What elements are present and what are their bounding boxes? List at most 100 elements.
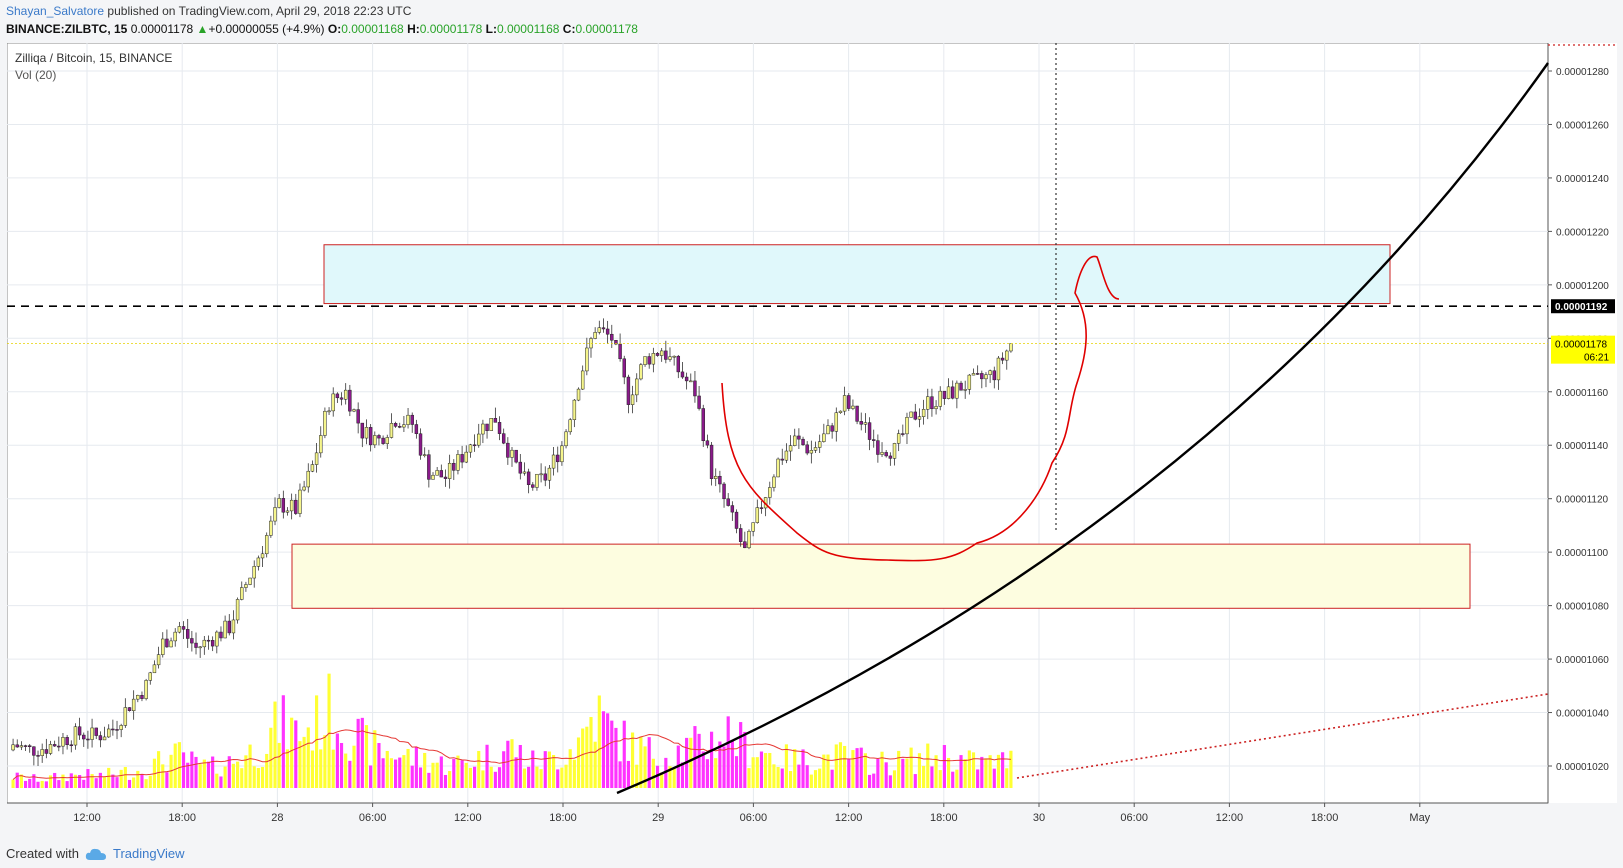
candle-body — [738, 528, 743, 542]
volume-bar — [431, 762, 435, 788]
candle-body — [901, 433, 905, 435]
candle-body — [77, 726, 82, 736]
candle-body — [759, 507, 764, 509]
tradingview-cloud-icon — [85, 848, 106, 860]
volume-bar — [136, 770, 140, 788]
candle-body — [776, 458, 780, 478]
volume-bar — [331, 749, 335, 788]
candle-body — [36, 755, 40, 757]
candle-body — [639, 364, 643, 380]
candle-body — [464, 451, 468, 463]
volume-bar — [514, 757, 518, 788]
low-value: 0.00001168 — [496, 22, 560, 36]
volume-bar — [36, 781, 40, 788]
candle-body — [306, 470, 310, 488]
price-tick-label: 0.00001100 — [1556, 548, 1609, 559]
volume-bar — [265, 753, 269, 788]
price-chart[interactable]: 0.00001280 0.00001260 0.00001240 0.00001220… — [7, 43, 1617, 833]
candle-body — [564, 431, 568, 447]
candle-body — [285, 510, 290, 513]
candle-body — [601, 327, 606, 330]
candle-body — [277, 498, 281, 508]
price-tick-label: 0.00001020 — [1556, 762, 1609, 773]
volume-bar — [231, 763, 236, 788]
chart-panel[interactable]: 0.00001280 0.00001260 0.00001240 0.00001220… — [7, 43, 1617, 833]
volume-bar — [377, 743, 381, 788]
volume-bar — [635, 764, 639, 788]
candle-body — [327, 410, 331, 413]
candle-body — [813, 447, 818, 451]
volume-bar — [206, 761, 211, 788]
volume-bar — [572, 759, 576, 788]
volume-bar — [626, 760, 630, 788]
tradingview-link[interactable]: TradingView — [112, 846, 185, 861]
volume-bar — [751, 757, 755, 788]
candle-body — [801, 438, 805, 446]
volume-bar — [219, 776, 223, 788]
candle-body — [942, 390, 947, 399]
candle-body — [975, 373, 980, 375]
volume-bar — [394, 759, 398, 788]
candle-body — [921, 409, 926, 417]
high-label: H: — [407, 22, 420, 36]
candle-body — [560, 445, 564, 463]
volume-bar — [211, 756, 215, 788]
candle-body — [705, 440, 710, 446]
candle-body — [418, 433, 423, 456]
candle-body — [86, 738, 90, 741]
candle-body — [273, 507, 277, 522]
volume-bar — [339, 743, 344, 788]
candle-body — [793, 435, 797, 446]
candle-body — [15, 744, 19, 748]
candle-body — [210, 640, 215, 647]
volume-bar — [439, 756, 443, 788]
volume-bar — [926, 743, 930, 788]
candle-body — [339, 397, 344, 400]
volume-bar — [693, 726, 697, 788]
candle-body — [443, 476, 448, 479]
volume-bar — [809, 774, 813, 788]
volume-bar — [668, 766, 672, 788]
candle-body — [863, 422, 868, 425]
time-axis[interactable]: 12:00 18:00 28 06:00 12:00 18:00 29 06:00 12:00 1… — [7, 802, 1548, 824]
candle-body — [556, 454, 560, 463]
volume-bar — [593, 741, 597, 788]
candle-body — [215, 631, 219, 647]
candle-body — [917, 416, 922, 420]
volume-bar — [743, 731, 747, 788]
volume-bar — [348, 760, 352, 788]
volume-bar — [726, 716, 730, 788]
volume-bar — [801, 749, 805, 788]
grid — [7, 43, 1548, 803]
volume-bar — [269, 727, 273, 788]
candle-body — [82, 734, 86, 740]
candle-body — [526, 471, 531, 485]
author-link[interactable]: Shayan_Salvatore — [6, 4, 105, 18]
price-tick-label: 0.00001260 — [1556, 120, 1609, 131]
volume-bar — [460, 760, 464, 788]
candle-body — [851, 405, 855, 409]
volume-bar — [601, 711, 606, 788]
volume-bar — [28, 778, 32, 788]
volume-bar — [111, 774, 115, 788]
volume-bar — [876, 758, 880, 788]
volume-bar — [165, 772, 169, 788]
candles — [11, 318, 1013, 766]
volume-bar — [127, 779, 132, 788]
price-axis[interactable]: 0.00001280 0.00001260 0.00001240 0.00001220… — [1548, 67, 1615, 773]
volume-bar — [69, 773, 73, 788]
volume-bar — [647, 737, 651, 788]
candle-body — [244, 584, 248, 588]
volume-bar — [215, 773, 219, 788]
candle-body — [722, 483, 726, 500]
volume-bar — [327, 673, 331, 788]
volume-bar — [402, 755, 406, 788]
candle-body — [472, 444, 477, 447]
volume-bar — [826, 754, 830, 788]
candle-body — [69, 744, 73, 746]
candle-body — [506, 442, 510, 458]
volume-bar — [585, 726, 589, 788]
candle-body — [572, 399, 577, 420]
candle-body — [11, 744, 15, 751]
last-price-tag — [1551, 335, 1615, 364]
